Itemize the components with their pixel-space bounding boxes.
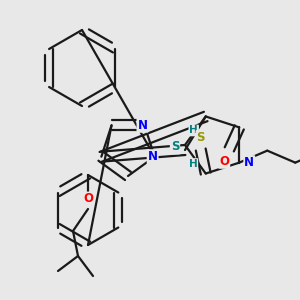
Text: N: N bbox=[148, 150, 158, 163]
Text: S: S bbox=[171, 140, 179, 154]
Text: S: S bbox=[196, 131, 205, 144]
Text: H: H bbox=[189, 159, 197, 169]
Text: O: O bbox=[219, 155, 229, 168]
Text: O: O bbox=[83, 193, 93, 206]
Text: N: N bbox=[244, 156, 254, 169]
Text: N: N bbox=[137, 119, 148, 132]
Text: H: H bbox=[189, 125, 198, 136]
